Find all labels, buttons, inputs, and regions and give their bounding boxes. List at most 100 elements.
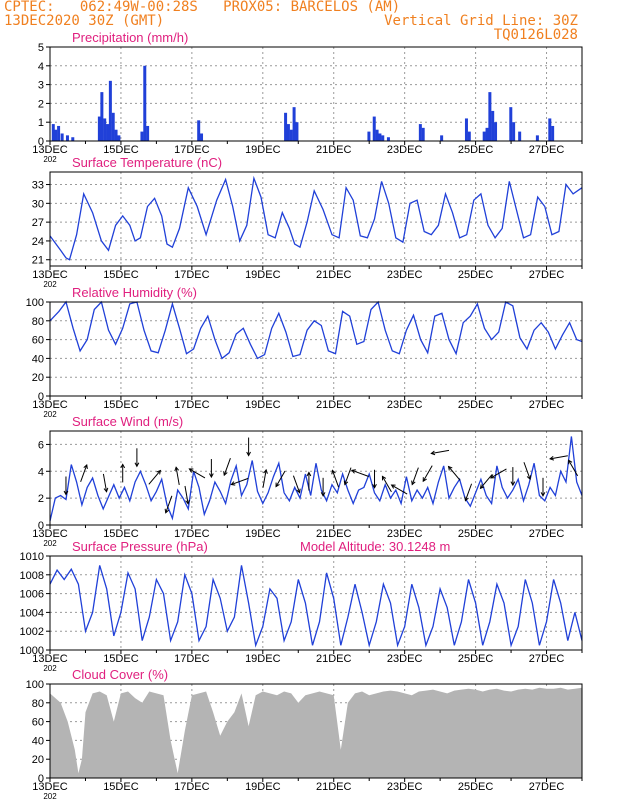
y-tick-label: 33: [32, 180, 44, 192]
precip-bar: [367, 131, 371, 141]
wind-arrow: [540, 477, 546, 497]
y-tick-label: 60: [32, 717, 44, 729]
y-tick-label: 24: [32, 236, 44, 248]
x-tick-label: 21DEC: [316, 144, 352, 156]
x-tick-label: 13DEC: [32, 144, 68, 156]
precip-bar: [117, 135, 121, 141]
panel-extra-label: Model Altitude: 30.1248 m: [300, 539, 450, 554]
panel-title: Relative Humidity (%): [72, 285, 197, 300]
y-tick-label: 80: [32, 698, 44, 710]
plot-frame: [49, 46, 583, 142]
precip-bar: [108, 80, 112, 141]
wind-arrow-shaft: [80, 464, 88, 483]
precip-bar: [491, 110, 495, 141]
wind-arrow: [164, 495, 173, 514]
wind-arrow-head: [134, 462, 140, 468]
panel-press: 1000 1002 1004 1006 1008 1010 13DEC 15DEC 17DEC 1…: [20, 539, 583, 673]
wind-arrow-shaft: [292, 475, 301, 493]
plot-frame: [49, 555, 583, 651]
wind-arrow-head: [526, 475, 532, 481]
precip-bar: [111, 112, 115, 141]
x-tick-label: 23DEC: [387, 781, 423, 793]
wind-arrow-shaft: [464, 483, 473, 501]
wind-arrow-shaft: [480, 474, 493, 489]
y-tick-label: 100: [26, 297, 44, 309]
wind-arrow-shaft: [165, 495, 173, 513]
precip-bar: [51, 124, 55, 141]
wind-arrow-shaft: [331, 470, 340, 488]
header-date: 13DEC2020 30Z (GMT): [4, 13, 165, 29]
wind-arrow: [188, 468, 206, 479]
y-tick-label: 100: [26, 679, 44, 691]
y-tick-label: 1000: [20, 645, 44, 657]
wind-arrow: [209, 459, 214, 479]
precip-bar: [60, 133, 64, 141]
wind-arrow: [306, 471, 312, 491]
wind-arrow-head: [120, 463, 126, 469]
wind-arrow: [390, 484, 408, 495]
x-tick-label: 21DEC: [316, 399, 352, 411]
y-tick-label: 1004: [20, 607, 44, 619]
wind-arrow: [223, 458, 231, 477]
plot-frame: [49, 430, 583, 526]
wind-arrow-head: [568, 459, 573, 465]
y-tick-label: 0: [38, 136, 44, 148]
precip-bar: [100, 92, 104, 141]
wind-arrow-head: [209, 473, 214, 479]
precip-bar: [421, 127, 425, 141]
x-tick-label: 27DEC: [529, 144, 565, 156]
x-year-label: 202: [43, 539, 57, 548]
precip-bar: [197, 120, 201, 141]
wind-arrow-shaft: [344, 467, 352, 485]
wind-arrow: [134, 448, 140, 468]
wind-arrow-shaft: [223, 458, 231, 476]
wind-arrow-head: [185, 499, 190, 505]
wind-arrow-head: [320, 492, 326, 497]
wind-arrow-shaft: [523, 462, 531, 480]
precip-bar: [284, 112, 288, 141]
x-tick-label: 23DEC: [387, 269, 423, 281]
wind-arrow: [292, 475, 301, 494]
plot-frame: [49, 301, 583, 397]
x-tick-label: 19DEC: [245, 399, 281, 411]
y-tick-label: 1010: [20, 551, 44, 563]
panel-title: Surface Pressure (hPa): [72, 539, 208, 554]
wind-arrow-shaft: [431, 449, 450, 454]
x-tick-label: 23DEC: [387, 653, 423, 665]
wind-arrow-head: [246, 451, 251, 457]
x-tick-label: 15DEC: [103, 399, 139, 411]
x-tick-label: 25DEC: [458, 781, 494, 793]
y-tick-label: 6: [38, 439, 44, 451]
y-tick-label: 2: [38, 98, 44, 110]
wind-arrow-head: [489, 474, 495, 479]
wind-arrow-head: [372, 484, 377, 489]
x-tick-label: 27DEC: [529, 653, 565, 665]
precip-bar: [54, 129, 58, 141]
wind-arrow-shaft: [568, 459, 579, 477]
precip-bar: [103, 118, 107, 141]
panel-temp: 21 24 27 30 33 13DEC 15DEC 17DEC 19DEC 21DEC 23DEC…: [32, 155, 583, 289]
wind-arrow: [381, 475, 392, 493]
precip-bar: [57, 125, 61, 141]
wind-arrow-shaft: [275, 470, 286, 487]
y-tick-label: 30: [32, 198, 44, 210]
y-tick-label: 80: [32, 316, 44, 328]
wind-arrow-head: [83, 463, 88, 469]
y-tick-label: 0: [38, 773, 44, 785]
wind-arrow-head: [103, 487, 109, 493]
x-tick-label: 25DEC: [458, 144, 494, 156]
wind-arrow: [320, 477, 326, 497]
precip-bar: [71, 137, 75, 141]
precip-bar: [548, 118, 552, 141]
wind-arrow-head: [296, 488, 301, 494]
y-tick-label: 5: [38, 42, 44, 54]
wind-arrow: [523, 462, 532, 481]
wind-arrow-head: [275, 482, 280, 488]
header-station: CPTEC: 062:49W-00:28S PROX05: BARCELOS (…: [4, 0, 401, 15]
series-line: [49, 175, 583, 261]
precip-bar: [200, 133, 204, 141]
wind-arrow-head: [164, 508, 170, 514]
x-year-label: 202: [43, 792, 57, 800]
wind-arrow-head: [350, 469, 356, 474]
y-tick-label: 1008: [20, 570, 44, 582]
